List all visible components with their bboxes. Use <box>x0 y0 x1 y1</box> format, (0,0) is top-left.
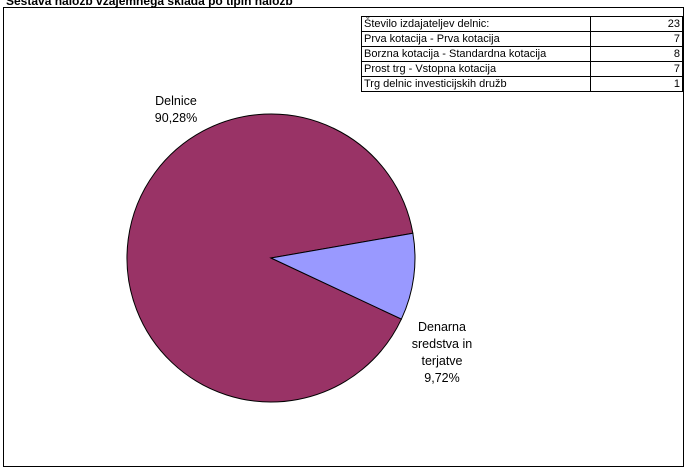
table-cell-value: 23 <box>590 16 683 32</box>
slice-name-denarna: Denarna sredstva in terjatve <box>411 320 473 368</box>
slice-value-delnice: 90,28% <box>154 111 198 125</box>
slice-label-denarna: Denarna sredstva in terjatve 9,72% <box>397 319 487 387</box>
pie-chart <box>126 113 416 403</box>
table-cell-value: 7 <box>590 61 683 77</box>
table-row: Število izdajateljev delnic: 23 <box>360 16 683 32</box>
table-cell-value: 1 <box>590 76 683 92</box>
table-cell-value: 7 <box>590 31 683 47</box>
table-row: Prost trg - Vstopna kotacija 7 <box>360 61 683 77</box>
table-row: Trg delnic investicijskih družb 1 <box>360 76 683 92</box>
table-cell-label: Število izdajateljev delnic: <box>360 16 592 32</box>
table-cell-label: Trg delnic investicijskih družb <box>360 76 592 92</box>
table-cell-label: Prva kotacija - Prva kotacija <box>360 31 592 47</box>
table-cell-value: 8 <box>590 46 683 62</box>
slice-label-delnice: Delnice 90,28% <box>126 93 226 127</box>
table-cell-label: Borzna kotacija - Standardna kotacija <box>360 46 592 62</box>
slice-name-delnice: Delnice <box>155 94 197 108</box>
pie-slice-denarna <box>269 232 416 320</box>
chart-frame: Delnice 90,28% Denarna sredstva in terja… <box>3 7 684 467</box>
table-row: Prva kotacija - Prva kotacija 7 <box>360 31 683 47</box>
slice-value-denarna: 9,72% <box>424 371 460 385</box>
table-row: Borzna kotacija - Standardna kotacija 8 <box>360 46 683 62</box>
table-cell-label: Prost trg - Vstopna kotacija <box>360 61 592 77</box>
issuer-info-table: Število izdajateljev delnic: 23 Prva kot… <box>360 16 683 92</box>
chart-title: Sestava naložb vzajemnega sklada po tipi… <box>6 0 293 8</box>
